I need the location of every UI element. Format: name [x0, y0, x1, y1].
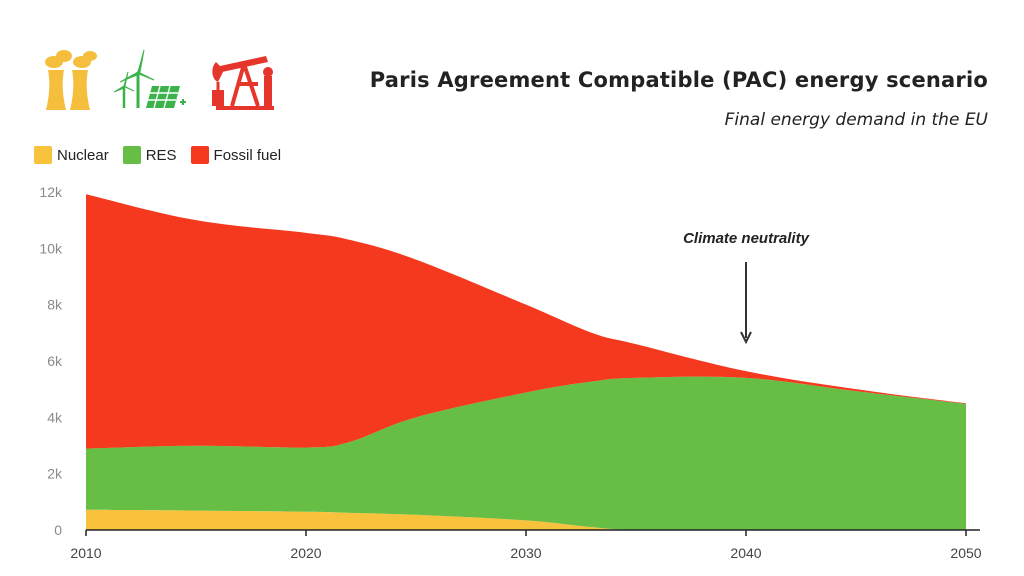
y-axis: 0 2k 4k 6k 8k 10k 12k: [39, 184, 63, 538]
y-tick-label: 10k: [39, 240, 63, 256]
area-layer: [86, 194, 966, 531]
legend-label-nuclear: Nuclear: [57, 146, 109, 164]
legend-label-fossil: Fossil fuel: [213, 146, 282, 164]
x-tick-label: 2020: [290, 545, 321, 561]
legend-swatch-res: [122, 146, 141, 164]
area-res: [86, 376, 966, 531]
legend: Nuclear RES Fossil fuel: [34, 146, 295, 164]
legend-swatch-nuclear: [34, 146, 52, 164]
area-fossil-fuel: [86, 194, 966, 449]
legend-item-fossil[interactable]: Fossil fuel: [190, 146, 282, 164]
y-tick-label: 8k: [47, 297, 63, 313]
wind-solar-icon: [113, 49, 186, 109]
legend-label-res: RES: [145, 146, 177, 164]
chart-title: Paris Agreement Compatible (PAC) energy …: [369, 68, 988, 92]
area-nuclear: [86, 509, 966, 531]
y-tick-label: 4k: [47, 409, 63, 425]
x-tick-label: 2040: [730, 545, 761, 561]
legend-item-res[interactable]: RES: [122, 146, 177, 164]
y-tick-label: 2k: [47, 466, 63, 482]
legend-item-nuclear[interactable]: Nuclear: [34, 146, 109, 164]
legend-swatch-fossil: [190, 146, 209, 164]
x-tick-label: 2050: [950, 545, 981, 561]
annotation-arrow-head: [740, 331, 752, 345]
annotation-climate-neutrality: Climate neutrality: [683, 230, 810, 345]
x-axis: 2010 2020 2030 2040 2050: [70, 529, 982, 561]
y-tick-label: 12k: [39, 184, 63, 200]
y-tick-label: 6k: [47, 353, 63, 369]
chart-subtitle: Final energy demand in the EU: [724, 110, 988, 130]
y-tick-label: 0: [54, 522, 62, 538]
x-tick-label: 2010: [70, 545, 101, 561]
oil-pump-icon: [212, 56, 274, 110]
annotation-label: Climate neutrality: [683, 230, 810, 247]
x-tick-label: 2030: [510, 545, 541, 561]
header-icons: [40, 46, 290, 120]
nuclear-plant-icon: [45, 50, 97, 110]
